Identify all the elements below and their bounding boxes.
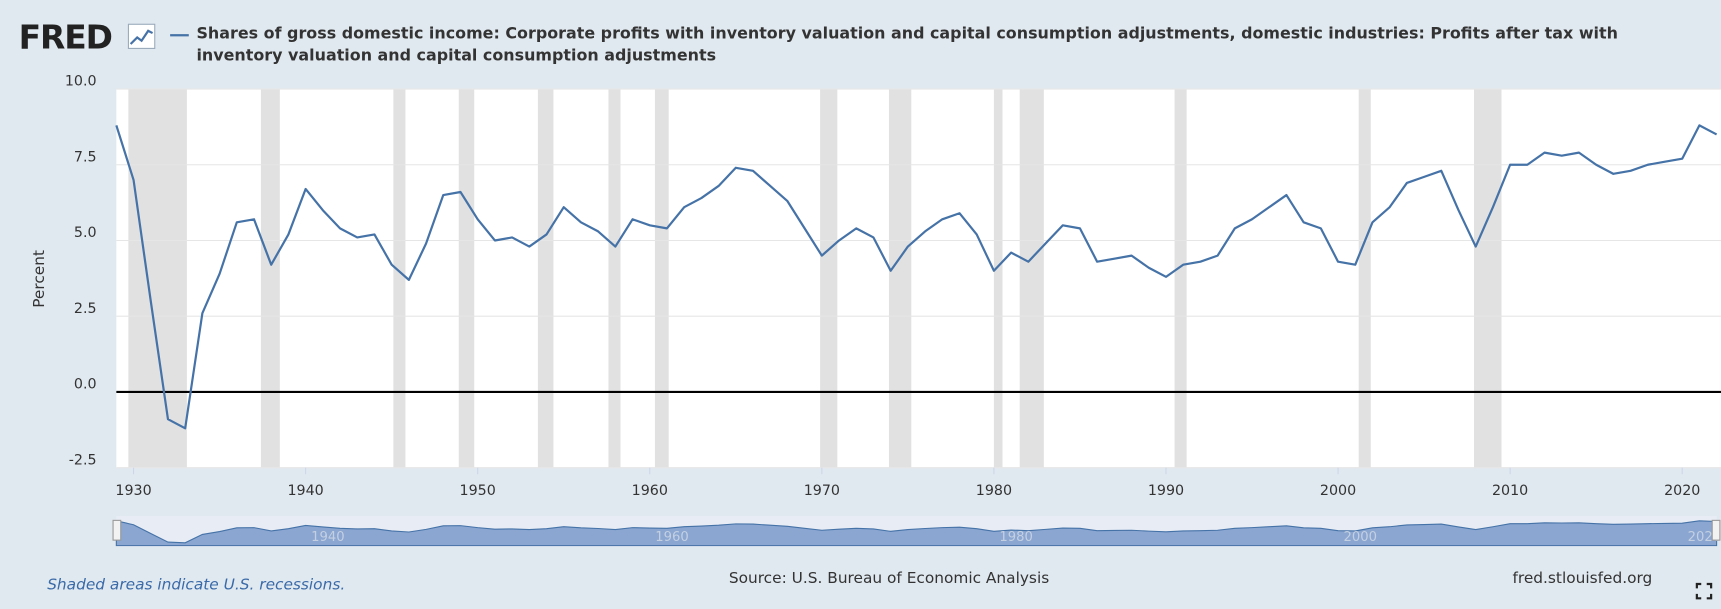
note: Shaded areas indicate U.S. recessions. (47, 576, 345, 594)
x-tick-label: 1960 (632, 483, 668, 499)
y-tick-label: 2.5 (74, 301, 97, 317)
recession-band (1473, 89, 1502, 468)
plot-area (116, 89, 1721, 468)
recession-band (260, 89, 280, 468)
navigator-handle[interactable] (112, 519, 122, 541)
y-tick-label: 0.0 (74, 377, 97, 393)
recession-band (1174, 89, 1187, 468)
site: fred.stlouisfed.org (1512, 569, 1652, 587)
navigator-label: 1960 (655, 530, 688, 545)
navigator-label: 2000 (1344, 530, 1377, 545)
title-wrap: Shares of gross domestic income: Corpora… (196, 25, 1618, 65)
recession-band (888, 89, 912, 468)
y-tick-label: -2.5 (69, 452, 97, 468)
y-tick-label: 10.0 (65, 74, 97, 90)
recession-band (654, 89, 669, 468)
navigator-area (115, 520, 1718, 547)
recession-band (537, 89, 554, 468)
x-tick-label: 2010 (1492, 483, 1528, 499)
logo-icon (127, 23, 156, 49)
series-line (115, 124, 1718, 430)
chart-title: Shares of gross domestic income: Corpora… (196, 25, 1618, 65)
y-tick-label: 7.5 (74, 149, 97, 165)
recession-band (1019, 89, 1044, 468)
recession-band (820, 89, 838, 468)
navigator-label: 1980 (999, 530, 1032, 545)
recession-band (1358, 89, 1371, 468)
logo: FRED (19, 17, 112, 56)
recession-band (458, 89, 475, 468)
x-tick-label: 2020 (1664, 483, 1700, 499)
x-tick-label: 1980 (976, 483, 1012, 499)
y-axis-label: Percent (30, 250, 48, 308)
navigator-handle[interactable] (1711, 519, 1721, 541)
x-tick-label: 2000 (1320, 483, 1356, 499)
navigator-label: 1940 (311, 530, 344, 545)
recession-band (128, 89, 187, 468)
x-tick-label: 1930 (115, 483, 151, 499)
recession-band (393, 89, 406, 468)
x-tick-label: 1970 (804, 483, 840, 499)
recession-band (993, 89, 1003, 468)
recession-band (608, 89, 621, 468)
x-tick-label: 1950 (460, 483, 496, 499)
y-tick-label: 5.0 (74, 225, 97, 241)
x-tick-label: 1940 (287, 483, 323, 499)
x-tick-label: 1990 (1148, 483, 1184, 499)
fullscreen-icon[interactable] (1695, 582, 1713, 600)
source: Source: U.S. Bureau of Economic Analysis (729, 569, 1049, 587)
